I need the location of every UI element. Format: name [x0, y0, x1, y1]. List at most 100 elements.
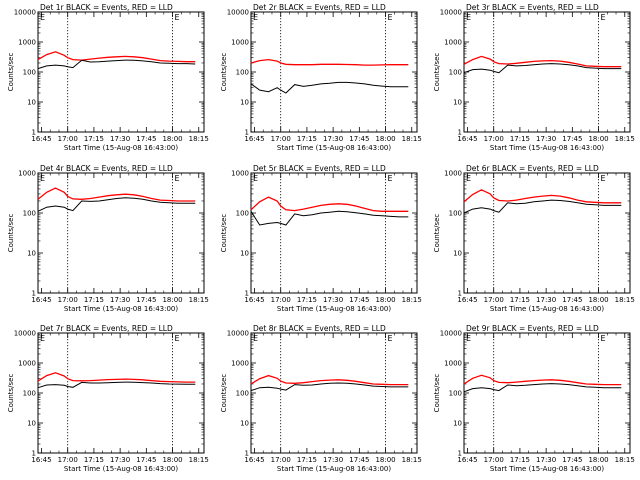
detector-chart-5: Det 5r BLACK = Events, RED = LLD 1 10 100 10…: [220, 164, 422, 313]
x-tick-label: 17:00: [58, 296, 78, 304]
y-tick-label: 10: [240, 99, 249, 107]
x-tick-label: 17:30: [323, 135, 343, 143]
x-axis-label: Start Time (15-Aug-08 16:43:00): [64, 465, 178, 473]
event-marker-label: E: [388, 334, 393, 343]
x-tick-label: 17:45: [562, 135, 582, 143]
series-events-line: [250, 81, 409, 94]
chart-title: Det 2r BLACK = Events, RED = LLD: [253, 3, 386, 12]
y-tick-label: 100: [236, 210, 249, 218]
series-events-line: [37, 197, 196, 212]
x-tick-label: 17:45: [136, 296, 156, 304]
x-tick-label: 18:15: [189, 135, 209, 143]
x-tick-label: 18:00: [375, 456, 395, 464]
y-tick-label: 1000: [444, 39, 462, 47]
y-tick-label: 1: [32, 450, 36, 458]
x-tick-label: 18:00: [162, 456, 182, 464]
x-tick-label: 17:00: [484, 456, 504, 464]
event-marker-label: E: [253, 334, 258, 343]
x-axis-label: Start Time (15-Aug-08 16:43:00): [490, 144, 604, 152]
chart-title: Det 6r BLACK = Events, RED = LLD: [466, 164, 599, 173]
y-tick-label: 100: [236, 390, 249, 398]
x-tick-label: 18:00: [588, 296, 608, 304]
x-tick-label: 17:00: [484, 135, 504, 143]
x-tick-label: 16:45: [31, 296, 51, 304]
event-marker-label: E: [466, 174, 471, 183]
x-axis-label: Start Time (15-Aug-08 16:43:00): [490, 305, 604, 313]
x-tick-label: 16:45: [457, 296, 477, 304]
x-tick-label: 17:45: [349, 135, 369, 143]
y-tick-label: 1: [458, 450, 462, 458]
y-tick-label: 10: [453, 250, 462, 258]
x-axis-label: Start Time (15-Aug-08 16:43:00): [277, 144, 391, 152]
plot-frame: [463, 332, 631, 454]
detector-chart-2: Det 2r BLACK = Events, RED = LLD 1 10 100 10…: [220, 3, 422, 152]
event-marker-label: E: [40, 13, 45, 22]
x-tick-label: 17:00: [271, 296, 291, 304]
y-tick-label: 100: [23, 69, 36, 77]
plot-frame: [250, 11, 418, 133]
x-tick-label: 17:15: [84, 456, 104, 464]
y-tick-label: 100: [449, 69, 462, 77]
x-tick-label: 16:45: [457, 456, 477, 464]
x-tick-label: 17:45: [562, 456, 582, 464]
x-tick-label: 17:15: [297, 296, 317, 304]
x-axis-label: Start Time (15-Aug-08 16:43:00): [64, 144, 178, 152]
y-tick-label: 1000: [231, 360, 249, 368]
detector-chart-1: Det 1r BLACK = Events, RED = LLD 1 10 100 10…: [7, 3, 209, 152]
series-lld-line: [250, 196, 409, 212]
y-tick-label: 100: [449, 390, 462, 398]
x-tick-label: 18:15: [189, 296, 209, 304]
y-axis-label: Counts/sec: [433, 214, 441, 253]
plot-frame: [250, 172, 418, 294]
x-tick-label: 17:45: [349, 296, 369, 304]
x-tick-label: 17:00: [271, 456, 291, 464]
detector-chart-3: Det 3r BLACK = Events, RED = LLD 1 10 100 10…: [433, 3, 635, 152]
y-tick-label: 10000: [440, 9, 462, 17]
x-tick-label: 17:00: [58, 456, 78, 464]
x-tick-label: 17:30: [536, 135, 556, 143]
series-events-line: [250, 382, 409, 392]
x-tick-label: 17:15: [510, 456, 530, 464]
series-lld-line: [250, 58, 409, 66]
y-axis-label: Counts/sec: [220, 53, 228, 92]
y-tick-label: 1000: [18, 360, 36, 368]
series-lld-line: [463, 189, 622, 204]
event-marker-label: E: [601, 334, 606, 343]
series-lld-line: [463, 55, 622, 68]
y-tick-label: 10: [27, 250, 36, 258]
x-axis-label: Start Time (15-Aug-08 16:43:00): [64, 305, 178, 313]
y-tick-label: 1: [245, 450, 249, 458]
series-lld-line: [37, 372, 196, 383]
y-tick-label: 10000: [440, 330, 462, 338]
x-tick-label: 16:45: [244, 456, 264, 464]
y-tick-label: 1: [245, 290, 249, 298]
y-tick-label: 10: [240, 250, 249, 258]
series-events-line: [250, 210, 409, 226]
detector-chart-9: Det 9r BLACK = Events, RED = LLD 1 10 100 10…: [433, 324, 635, 473]
event-marker-label: E: [388, 13, 393, 22]
chart-title: Det 5r BLACK = Events, RED = LLD: [253, 164, 386, 173]
plot-frame: [37, 11, 205, 133]
y-axis-label: Counts/sec: [220, 214, 228, 253]
y-tick-label: 100: [23, 390, 36, 398]
y-tick-label: 10000: [227, 9, 249, 17]
y-tick-label: 10: [27, 420, 36, 428]
x-tick-label: 17:45: [349, 456, 369, 464]
x-tick-label: 17:00: [58, 135, 78, 143]
y-axis-label: Counts/sec: [7, 53, 15, 92]
y-tick-label: 10: [453, 99, 462, 107]
x-tick-label: 16:45: [457, 135, 477, 143]
x-tick-label: 17:00: [484, 296, 504, 304]
event-marker-label: E: [40, 174, 45, 183]
series-lld-line: [37, 51, 196, 63]
x-tick-label: 18:00: [588, 456, 608, 464]
event-marker-label: E: [175, 13, 180, 22]
y-tick-label: 100: [449, 210, 462, 218]
y-axis-label: Counts/sec: [7, 214, 15, 253]
x-tick-label: 17:30: [110, 296, 130, 304]
x-tick-label: 16:45: [31, 456, 51, 464]
y-axis-label: Counts/sec: [220, 374, 228, 413]
y-tick-label: 10: [453, 420, 462, 428]
x-tick-label: 17:15: [84, 135, 104, 143]
plot-frame: [37, 172, 205, 294]
